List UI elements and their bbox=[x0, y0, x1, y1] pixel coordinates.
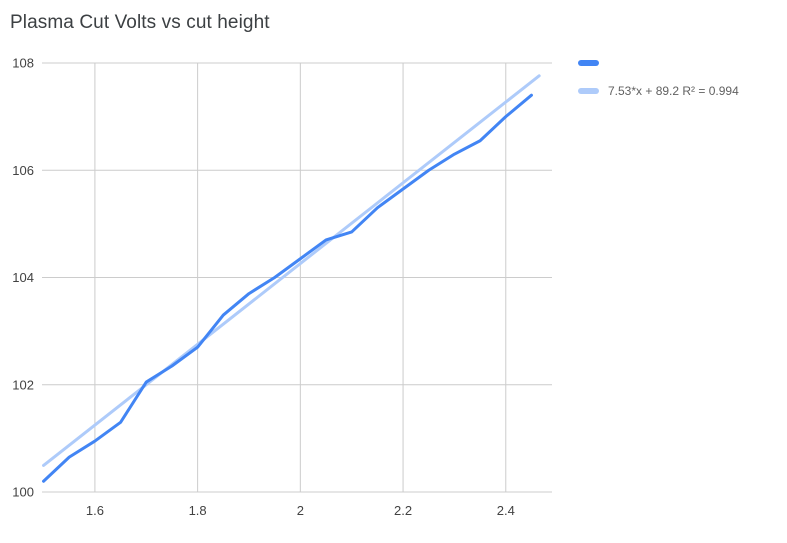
legend-item: 7.53*x + 89.2 R² = 0.994 bbox=[578, 84, 739, 98]
y-tick-label: 106 bbox=[12, 163, 34, 178]
x-tick-label: 2.2 bbox=[394, 503, 412, 518]
x-tick-label: 2 bbox=[297, 503, 304, 518]
series-line[interactable] bbox=[42, 93, 533, 483]
trendline-swatch bbox=[578, 88, 599, 94]
y-tick-label: 104 bbox=[12, 270, 34, 285]
legend-label: 7.53*x + 89.2 R² = 0.994 bbox=[608, 84, 739, 98]
trendline-line[interactable] bbox=[42, 74, 541, 467]
x-tick-label: 2.4 bbox=[497, 503, 515, 518]
y-tick-label: 102 bbox=[12, 377, 34, 392]
chart-title: Plasma Cut Volts vs cut height bbox=[10, 12, 270, 33]
y-tick-label: 100 bbox=[12, 485, 34, 500]
y-tick-label: 108 bbox=[12, 56, 34, 71]
legend: 7.53*x + 89.2 R² = 0.994 bbox=[578, 56, 739, 112]
x-tick-label: 1.8 bbox=[189, 503, 207, 518]
x-tick-label: 1.6 bbox=[86, 503, 104, 518]
series-swatch bbox=[578, 60, 599, 66]
legend-item bbox=[578, 56, 739, 70]
